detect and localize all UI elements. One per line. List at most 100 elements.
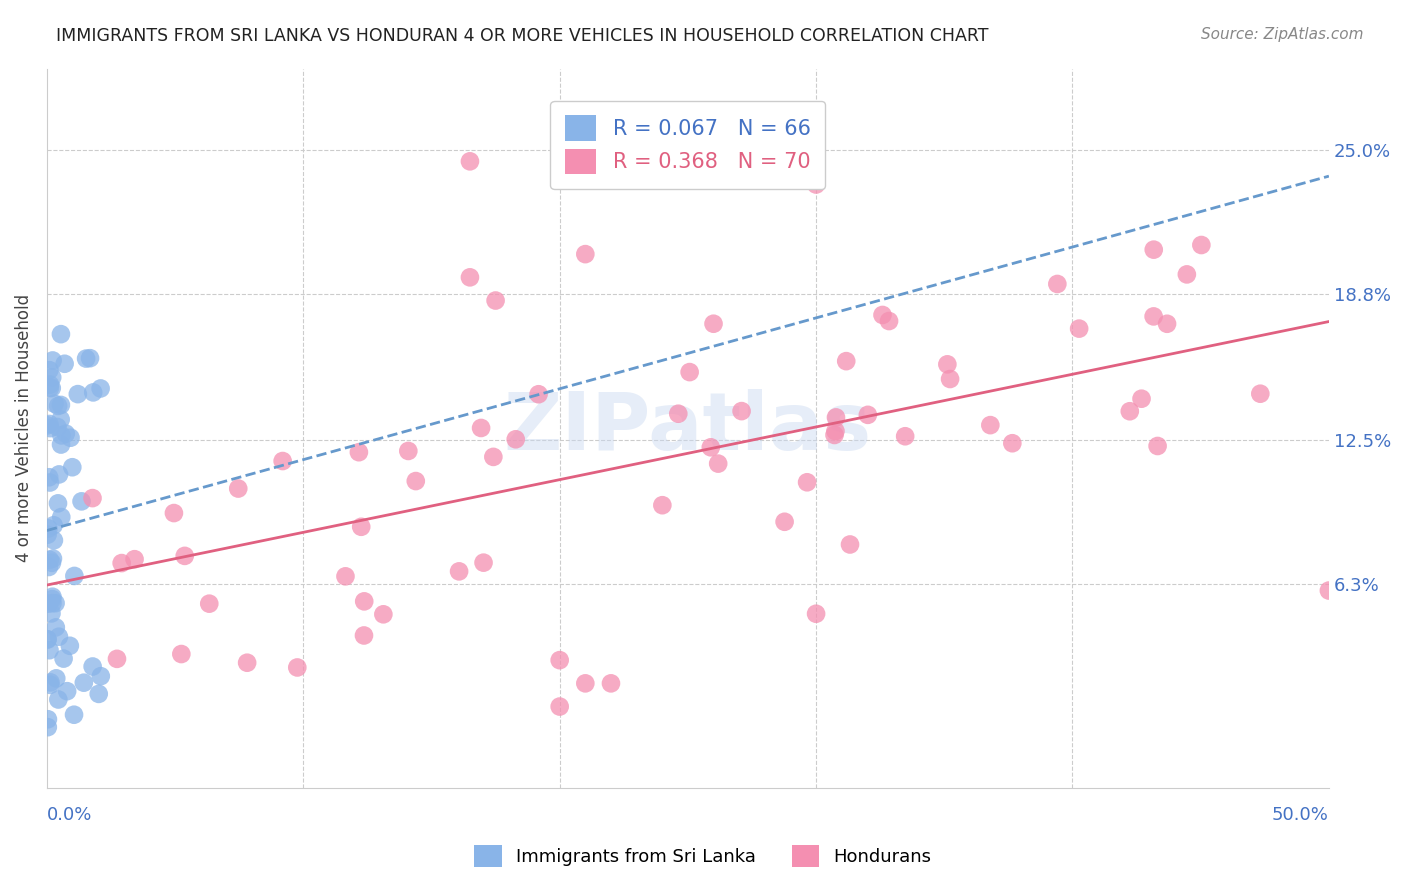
Point — [41, 353, 63, 368]
Point — [396, 444, 419, 458]
Point — [70, 494, 93, 508]
Point — [226, 482, 249, 496]
Point — [37, 521, 59, 535]
Point — [39, 675, 62, 690]
Point — [347, 445, 370, 459]
Point — [1001, 436, 1024, 450]
Point — [373, 607, 395, 622]
Text: ZIPatlas: ZIPatlas — [503, 389, 872, 467]
Point — [63, 569, 86, 583]
Point — [38, 643, 60, 657]
Point — [1143, 243, 1166, 257]
Point — [46, 420, 69, 434]
Point — [796, 475, 818, 490]
Point — [53, 357, 76, 371]
Point — [458, 270, 481, 285]
Point — [666, 407, 689, 421]
Point — [49, 437, 72, 451]
Point — [45, 596, 67, 610]
Point — [285, 660, 308, 674]
Point — [824, 424, 846, 438]
Point — [1142, 310, 1164, 324]
Point — [41, 370, 63, 384]
Point — [79, 351, 101, 366]
Point — [730, 404, 752, 418]
Point — [82, 659, 104, 673]
Text: 50.0%: 50.0% — [1272, 806, 1329, 824]
Point — [824, 428, 846, 442]
Point — [42, 533, 65, 548]
Point — [37, 712, 59, 726]
Point — [574, 247, 596, 261]
Point — [37, 632, 59, 647]
Point — [46, 399, 69, 413]
Point — [48, 630, 70, 644]
Point — [39, 421, 62, 435]
Point — [48, 467, 70, 482]
Point — [574, 676, 596, 690]
Point — [49, 327, 72, 342]
Point — [173, 549, 195, 563]
Point — [44, 397, 66, 411]
Point — [236, 656, 259, 670]
Point — [1189, 238, 1212, 252]
Point — [198, 597, 221, 611]
Point — [59, 639, 82, 653]
Point — [1175, 268, 1198, 282]
Point — [37, 720, 59, 734]
Point — [825, 410, 848, 425]
Point — [804, 607, 827, 621]
Point — [1119, 404, 1142, 418]
Point — [90, 669, 112, 683]
Point — [894, 429, 917, 443]
Point — [87, 687, 110, 701]
Point — [41, 607, 63, 621]
Point — [39, 475, 62, 490]
Point — [38, 470, 60, 484]
Point — [46, 496, 69, 510]
Point — [271, 454, 294, 468]
Point — [1146, 439, 1168, 453]
Point — [353, 594, 375, 608]
Point — [877, 314, 900, 328]
Point — [75, 351, 97, 366]
Point — [60, 460, 83, 475]
Point — [839, 537, 862, 551]
Point — [472, 556, 495, 570]
Point — [51, 428, 73, 442]
Point — [702, 317, 724, 331]
Point — [66, 387, 89, 401]
Point — [1249, 386, 1271, 401]
Point — [482, 450, 505, 464]
Point — [1069, 321, 1091, 335]
Point — [37, 418, 59, 433]
Point — [835, 354, 858, 368]
Point — [39, 381, 62, 395]
Point — [39, 678, 62, 692]
Point — [37, 632, 59, 647]
Point — [1317, 583, 1340, 598]
Point — [41, 596, 63, 610]
Point — [484, 293, 506, 308]
Point — [39, 377, 62, 392]
Y-axis label: 4 or more Vehicles in Household: 4 or more Vehicles in Household — [15, 294, 32, 562]
Point — [405, 474, 427, 488]
Point — [45, 620, 67, 634]
Point — [548, 699, 571, 714]
Point — [651, 498, 673, 512]
Legend: R = 0.067   N = 66, R = 0.368   N = 70: R = 0.067 N = 66, R = 0.368 N = 70 — [550, 101, 825, 189]
Point — [38, 553, 60, 567]
Point — [41, 592, 63, 607]
Point — [38, 363, 60, 377]
Point — [38, 560, 60, 574]
Point — [600, 676, 623, 690]
Point — [1130, 392, 1153, 406]
Point — [37, 527, 59, 541]
Text: IMMIGRANTS FROM SRI LANKA VS HONDURAN 4 OR MORE VEHICLES IN HOUSEHOLD CORRELATIO: IMMIGRANTS FROM SRI LANKA VS HONDURAN 4 … — [56, 27, 988, 45]
Point — [856, 408, 879, 422]
Point — [111, 556, 134, 570]
Point — [470, 421, 492, 435]
Point — [45, 671, 67, 685]
Point — [548, 653, 571, 667]
Point — [505, 432, 527, 446]
